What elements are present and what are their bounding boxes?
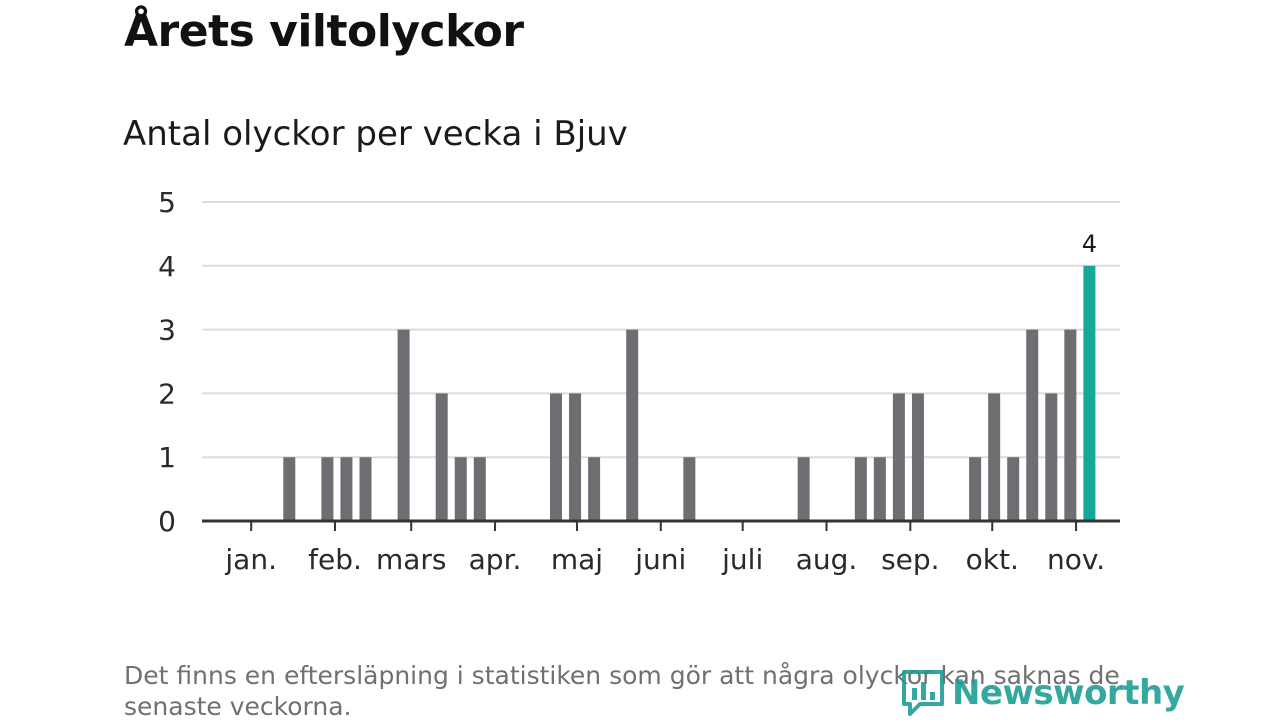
gridlines — [202, 201, 1120, 459]
bar — [873, 457, 886, 521]
bar — [1045, 393, 1058, 521]
bar — [569, 393, 582, 521]
bar — [1026, 329, 1039, 521]
logo-text: Newsworthy — [952, 673, 1185, 713]
bar — [340, 457, 353, 521]
bars — [283, 265, 1096, 521]
x-tick-label: feb. — [308, 543, 362, 576]
bar — [588, 457, 601, 521]
chart-subtitle: Antal olyckor per vecka i Bjuv — [123, 114, 628, 154]
x-tick-label: okt. — [966, 543, 1019, 576]
x-tick-label: mars — [376, 543, 447, 576]
x-tick-label: jan. — [224, 543, 277, 576]
bar — [454, 457, 467, 521]
bar — [988, 393, 1001, 521]
x-tick-label: juni — [634, 543, 686, 576]
bar — [359, 457, 372, 521]
bar — [854, 457, 867, 521]
bar — [321, 457, 334, 521]
x-axis-ticks: jan. feb. mars apr. maj juni juli aug. sep. okt. n… — [224, 521, 1105, 576]
bar-chart-bubble-icon — [902, 670, 944, 716]
bar — [435, 393, 448, 521]
data-labels: 4 — [1082, 230, 1097, 258]
bar — [1064, 329, 1077, 521]
bar — [969, 457, 982, 521]
bar — [626, 329, 639, 521]
bar — [683, 457, 696, 521]
highlight-value-label: 4 — [1082, 230, 1097, 258]
bar-highlight — [1083, 265, 1096, 521]
x-tick-label: nov. — [1047, 543, 1105, 576]
y-tick-label: 1 — [158, 441, 176, 474]
y-axis-ticks: 0 1 2 3 4 5 — [158, 186, 176, 538]
x-tick-label: maj — [551, 543, 603, 576]
bar — [473, 457, 486, 521]
bar — [892, 393, 905, 521]
page-title: Årets viltolyckor — [124, 6, 524, 57]
x-tick-label: aug. — [796, 543, 858, 576]
y-tick-label: 3 — [158, 314, 176, 347]
x-tick-label: sep. — [881, 543, 940, 576]
bar-chart: 0 1 2 3 4 5 jan. feb. mars apr. maj juni juli aug. se… — [158, 186, 1120, 576]
bar — [283, 457, 296, 521]
x-tick-label: juli — [721, 543, 763, 576]
footnote: Det finns en eftersläpning i statistiken… — [124, 661, 1120, 721]
bar — [1007, 457, 1020, 521]
y-tick-label: 5 — [158, 186, 176, 219]
bar — [397, 329, 410, 521]
y-tick-label: 4 — [158, 250, 176, 283]
y-tick-label: 2 — [158, 377, 176, 410]
y-tick-label: 0 — [158, 505, 176, 538]
newsworthy-logo[interactable]: Newsworthy — [900, 668, 1185, 718]
bar — [911, 393, 924, 521]
x-tick-label: apr. — [469, 543, 522, 576]
bar — [797, 457, 810, 521]
bar — [550, 393, 562, 521]
